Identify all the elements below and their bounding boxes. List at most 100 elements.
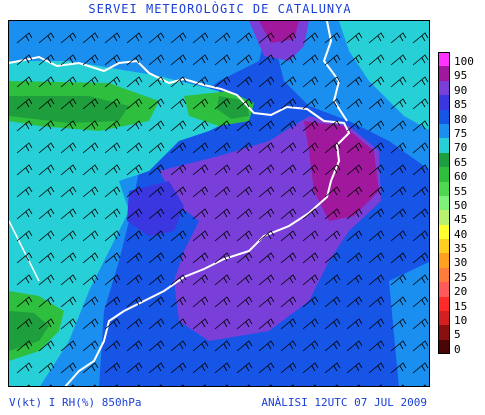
wind-barb — [148, 230, 165, 242]
wind-barb — [302, 296, 319, 308]
wind-barb — [82, 362, 99, 374]
wind-barb — [82, 318, 99, 330]
wind-barb — [104, 340, 121, 352]
coastline — [9, 55, 351, 386]
wind-barb — [104, 208, 121, 220]
wind-barb — [104, 120, 121, 132]
wind-barb — [346, 230, 363, 242]
legend-swatch — [438, 210, 450, 225]
wind-barb — [324, 362, 341, 374]
wind-barb — [38, 274, 55, 286]
wind-barb — [170, 296, 187, 308]
legend-swatch — [438, 253, 450, 268]
wind-barb — [280, 230, 297, 242]
wind-barb — [192, 120, 209, 132]
wind-barb — [170, 230, 187, 242]
wind-barb — [280, 340, 297, 352]
wind-barb — [126, 340, 143, 352]
wind-barb — [258, 54, 275, 66]
wind-barb — [390, 98, 407, 110]
wind-barb — [346, 54, 363, 66]
wind-barb — [412, 54, 429, 66]
wind-barb — [148, 340, 165, 352]
wind-barb — [214, 362, 231, 374]
wind-barb — [38, 164, 55, 176]
wind-barb — [390, 274, 407, 286]
wind-barb — [236, 120, 253, 132]
wind-barb — [357, 384, 361, 386]
legend-item: 60 — [438, 167, 484, 182]
wind-barb — [390, 164, 407, 176]
wind-barb — [302, 54, 319, 66]
wind-barb — [60, 98, 77, 110]
wind-barb — [148, 186, 165, 198]
wind-barb — [148, 318, 165, 330]
wind-barb — [170, 186, 187, 198]
wind-barb — [401, 384, 405, 386]
wind-barb — [82, 32, 99, 44]
wind-barb — [412, 340, 429, 352]
legend-label: 35 — [454, 242, 468, 256]
wind-barb — [126, 252, 143, 264]
wind-barb — [214, 98, 231, 110]
wind-barb — [368, 318, 385, 330]
rh-75-se — [389, 261, 429, 386]
wind-barb — [302, 76, 319, 88]
wind-barb — [368, 186, 385, 198]
wind-barb — [280, 54, 297, 66]
wind-barb — [412, 186, 429, 198]
rh-65-nw — [9, 96, 129, 123]
wind-barb — [159, 384, 163, 386]
wind-barb — [16, 54, 33, 66]
wind-barb — [170, 340, 187, 352]
legend-label: 20 — [454, 285, 468, 299]
wind-barb — [280, 252, 297, 264]
wind-barb — [148, 208, 165, 220]
legend-label: 90 — [454, 83, 468, 97]
legend-item: 55 — [438, 181, 484, 197]
wind-barb — [214, 164, 231, 176]
wind-barb — [390, 252, 407, 264]
color-legend: 100 95 90 85 80 75 70 65 60 55 50 45 40 35 30 25 20 15 10 5… — [438, 52, 484, 355]
wind-barb — [38, 142, 55, 154]
wind-barb — [60, 120, 77, 132]
legend-item: 20 — [438, 282, 484, 299]
wind-barb — [302, 362, 319, 374]
wind-barb — [126, 32, 143, 44]
wind-barb — [335, 384, 339, 386]
wind-barb — [258, 32, 275, 44]
wind-barb — [280, 362, 297, 374]
wind-barb — [346, 186, 363, 198]
wind-barb — [126, 230, 143, 242]
wind-barb — [192, 230, 209, 242]
legend-item: 0 — [438, 339, 484, 355]
legend-item: 95 — [438, 66, 484, 81]
wind-barb — [258, 142, 275, 154]
wind-barb — [346, 296, 363, 308]
wind-barb — [192, 296, 209, 308]
wind-barb — [291, 384, 295, 386]
wind-barb — [324, 76, 341, 88]
wind-barb — [368, 252, 385, 264]
wind-barb — [38, 208, 55, 220]
wind-barb — [38, 98, 55, 110]
wind-barb — [82, 142, 99, 154]
legend-swatch — [438, 152, 450, 168]
wind-barb — [38, 362, 55, 374]
wind-barb — [60, 142, 77, 154]
wind-barb — [170, 142, 187, 154]
wind-barb — [214, 252, 231, 264]
wind-barb — [346, 340, 363, 352]
wind-barb — [148, 98, 165, 110]
wind-barb — [104, 318, 121, 330]
wind-barb — [236, 164, 253, 176]
wind-barb — [60, 76, 77, 88]
wind-barb — [192, 186, 209, 198]
wind-barb — [16, 252, 33, 264]
wind-barb — [280, 76, 297, 88]
legend-label: 30 — [454, 256, 468, 270]
wind-barb — [368, 340, 385, 352]
border-north — [322, 21, 348, 122]
wind-barb — [368, 164, 385, 176]
wind-barb — [214, 54, 231, 66]
